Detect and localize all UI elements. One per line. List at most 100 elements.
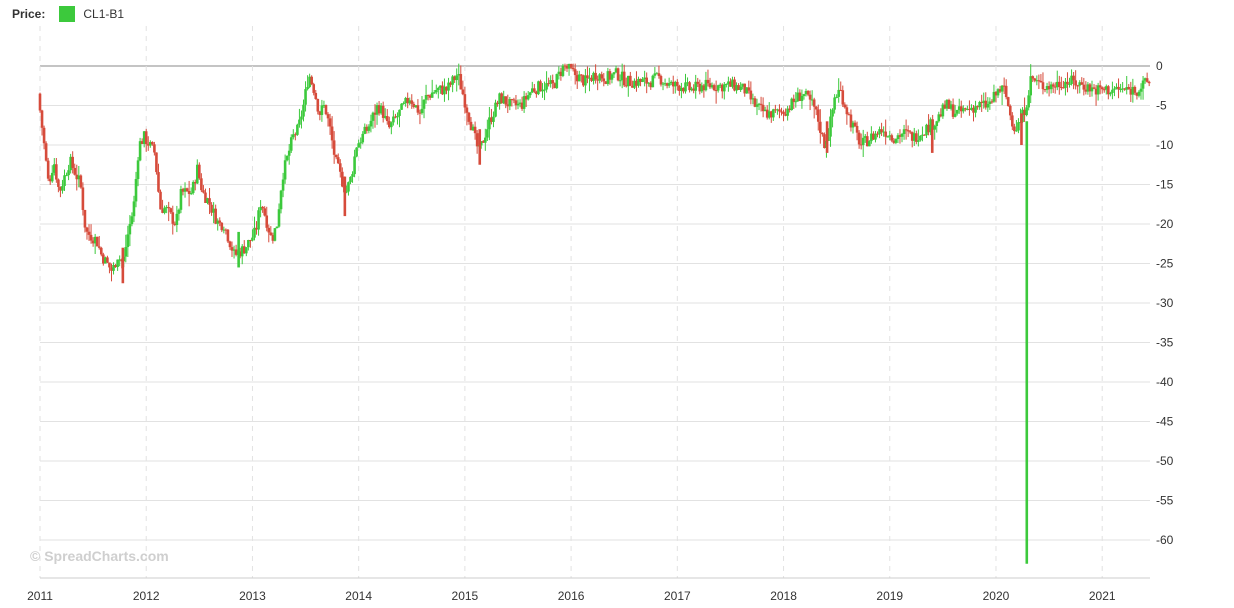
candle-body <box>516 103 520 106</box>
candle-body <box>763 109 767 112</box>
candle-body <box>1127 87 1131 89</box>
candle-body <box>57 179 60 187</box>
candle-body <box>189 193 193 195</box>
candle-body <box>831 109 834 117</box>
candle-body <box>97 246 101 248</box>
candle-body <box>181 188 185 192</box>
candle-body <box>821 132 824 135</box>
candle-body <box>77 175 81 180</box>
candle-body <box>919 135 922 141</box>
candle-body <box>649 82 653 88</box>
candle-body <box>330 126 334 141</box>
candle-body <box>861 137 865 145</box>
candle-body <box>475 133 479 147</box>
candle-body <box>900 134 904 137</box>
legend-series-label[interactable]: CL1-B1 <box>83 7 125 21</box>
legend-swatch[interactable] <box>59 6 76 22</box>
candle-body <box>289 137 293 151</box>
candle-body <box>373 112 377 115</box>
candle-body <box>140 141 144 144</box>
candle-body <box>428 95 432 98</box>
candle-body <box>398 109 401 116</box>
candle-body <box>514 100 518 106</box>
candle-body <box>794 101 798 103</box>
x-tick-label: 2012 <box>133 589 160 603</box>
candle-body <box>430 92 434 98</box>
candle-body <box>249 239 252 241</box>
candle-body <box>420 108 424 114</box>
candle-body <box>600 74 604 79</box>
candle-body <box>553 83 557 89</box>
candle-body <box>312 84 316 93</box>
candle-body <box>743 83 747 94</box>
candle-body <box>85 227 89 232</box>
candle-body <box>1000 85 1004 92</box>
candle-body <box>404 97 407 104</box>
candle-body <box>835 96 838 98</box>
candle-body <box>1094 88 1098 95</box>
candle-body <box>424 95 428 100</box>
candle-body <box>594 72 597 80</box>
candle-body <box>865 136 869 147</box>
candle-body <box>684 82 687 92</box>
candle-body <box>422 99 426 109</box>
candle-body <box>253 227 256 238</box>
candle-body <box>79 175 83 188</box>
candle-body <box>357 143 360 148</box>
candle-body <box>792 98 796 102</box>
candle-body <box>1011 115 1014 127</box>
candle-body <box>1084 89 1088 92</box>
candle-body <box>271 235 275 241</box>
candle-body <box>704 79 708 91</box>
candle-body <box>116 259 119 268</box>
candle-body <box>1100 87 1104 90</box>
candle-body <box>183 188 187 192</box>
candle-body <box>1039 80 1043 83</box>
candle-body <box>921 134 924 136</box>
candle-body <box>1139 88 1143 92</box>
candle-body <box>496 102 499 105</box>
candle-body <box>486 129 489 138</box>
candle-body <box>1023 109 1026 116</box>
candle-body <box>714 90 718 92</box>
candle-body <box>390 122 393 128</box>
candle-body <box>416 105 420 113</box>
candle-body <box>870 133 873 142</box>
candle-body <box>306 86 309 90</box>
candle-body <box>586 75 589 79</box>
candle-body <box>884 131 887 137</box>
candle-body <box>1117 86 1120 90</box>
y-tick-label: 0 <box>1156 59 1163 73</box>
candle-body <box>629 75 632 86</box>
candle-body <box>1082 84 1086 90</box>
candle-body <box>492 116 495 122</box>
candle-body <box>780 111 783 113</box>
candle-body <box>776 109 779 111</box>
candle-body <box>471 126 475 131</box>
candle-body <box>645 77 648 84</box>
candle-body <box>953 113 957 117</box>
candle-body <box>202 190 205 193</box>
candle-body <box>533 88 536 92</box>
candle-body <box>359 142 363 144</box>
candle-body <box>543 89 546 91</box>
candle-body <box>753 98 757 107</box>
candle-body <box>1121 88 1124 90</box>
candle-body <box>153 144 156 153</box>
candle-body <box>99 247 103 255</box>
candle-body <box>700 85 704 92</box>
candle-body <box>279 190 283 210</box>
candle-body <box>114 265 117 268</box>
candle-body <box>957 106 961 110</box>
candle-body <box>255 227 258 230</box>
candle-body <box>637 78 640 86</box>
candle-body <box>95 236 99 247</box>
candle-body <box>620 71 624 81</box>
candle-body <box>1125 87 1129 90</box>
candle-body <box>75 174 79 180</box>
candle-body <box>908 131 912 133</box>
candle-body <box>447 82 450 91</box>
candle-body <box>894 139 898 143</box>
candle-body <box>193 182 197 184</box>
candle-body <box>308 76 311 87</box>
